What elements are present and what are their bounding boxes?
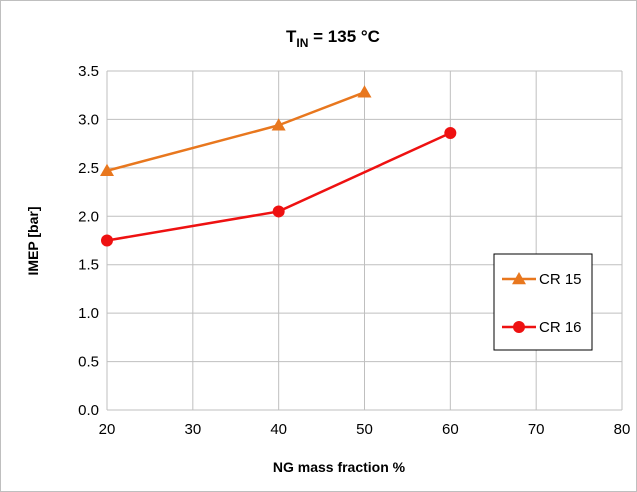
y-tick-label: 3.5 bbox=[78, 63, 99, 80]
legend-item-cr-16: CR 16 bbox=[502, 319, 582, 336]
legend: CR 15 CR 16 bbox=[493, 253, 593, 351]
y-axis-title: IMEP [bar] bbox=[25, 207, 41, 276]
x-tick-label: 60 bbox=[442, 421, 459, 438]
series-layer bbox=[100, 85, 457, 247]
series-cr-15 bbox=[100, 85, 372, 177]
x-axis-ticks: 20 30 40 50 60 70 80 bbox=[99, 421, 631, 438]
x-tick-label: 20 bbox=[99, 421, 116, 438]
legend-label-cr-16: CR 16 bbox=[539, 319, 582, 336]
x-tick-label: 80 bbox=[614, 421, 631, 438]
y-tick-label: 2.0 bbox=[78, 208, 99, 225]
data-point-cr-15 bbox=[271, 118, 286, 131]
x-tick-label: 40 bbox=[270, 421, 287, 438]
legend-item-cr-15: CR 15 bbox=[502, 271, 582, 288]
y-tick-label: 3.0 bbox=[78, 111, 99, 128]
chart-title-rest: = 135 °C bbox=[308, 27, 380, 46]
legend-box bbox=[493, 253, 593, 351]
data-point-cr-16 bbox=[272, 205, 285, 218]
y-tick-label: 2.5 bbox=[78, 160, 99, 177]
data-point-cr-15 bbox=[100, 163, 114, 177]
data-point-cr-16 bbox=[101, 234, 113, 247]
data-point-cr-16 bbox=[444, 126, 457, 139]
series-cr-16 bbox=[101, 126, 457, 247]
legend-marker-cr-15 bbox=[512, 272, 526, 285]
y-tick-label: 1.5 bbox=[78, 257, 99, 274]
x-axis-title: NG mass fraction % bbox=[273, 459, 406, 475]
x-tick-label: 30 bbox=[184, 421, 201, 438]
chart-title-main: T bbox=[286, 27, 297, 46]
x-tick-label: 70 bbox=[528, 421, 545, 438]
y-axis-ticks: 0.0 0.5 1.0 1.5 2.0 2.5 3.0 3.5 bbox=[78, 63, 99, 419]
y-tick-label: 1.0 bbox=[78, 305, 99, 322]
y-tick-label: 0.0 bbox=[78, 402, 99, 419]
chart-title-subscript: IN bbox=[296, 36, 308, 50]
data-point-cr-15 bbox=[357, 85, 372, 98]
legend-marker-cr-16 bbox=[513, 321, 525, 333]
legend-label-cr-15: CR 15 bbox=[539, 271, 582, 288]
y-tick-label: 0.5 bbox=[78, 354, 99, 371]
gridlines bbox=[106, 70, 623, 411]
chart-title: TIN = 135 °C bbox=[286, 27, 380, 50]
series-line-cr-15 bbox=[106, 91, 365, 172]
x-tick-label: 50 bbox=[356, 421, 373, 438]
